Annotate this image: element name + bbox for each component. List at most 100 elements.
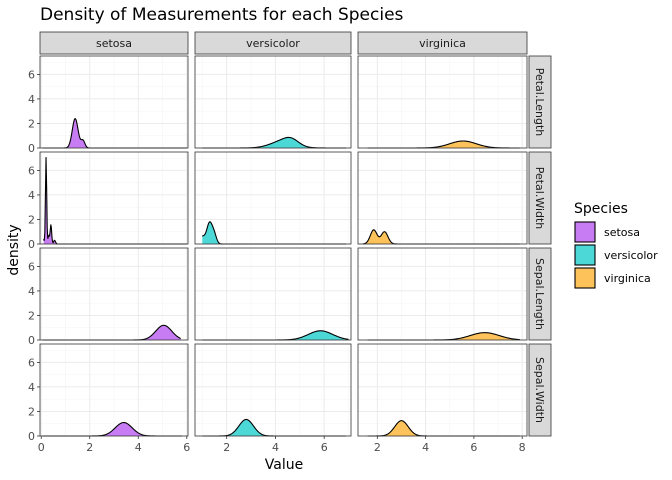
- y-tick-label: 4: [28, 93, 35, 106]
- x-tick-label: 2: [86, 441, 93, 454]
- density-area-virginica: [367, 420, 520, 436]
- y-tick-label: 2: [28, 117, 35, 130]
- panel-grid: [358, 152, 527, 245]
- legend-swatch-virginica: [574, 267, 596, 289]
- column-strip-versicolor: [194, 31, 352, 55]
- x-tick-label: 2: [374, 441, 381, 454]
- x-tick-label: 8: [519, 441, 526, 454]
- legend-label-setosa: setosa: [604, 226, 640, 239]
- column-strip-virginica: [357, 31, 528, 55]
- y-tick-label: 6: [28, 68, 35, 81]
- y-axis-title: density: [6, 224, 22, 275]
- panel-background: [358, 56, 527, 148]
- panel-petal-length-virginica: [357, 55, 528, 149]
- panel-border: [194, 247, 352, 341]
- y-tick-label: 4: [28, 189, 35, 202]
- panel-sepal-width-virginica: [357, 343, 528, 437]
- panel-border: [194, 55, 352, 149]
- x-tick-label: 0: [38, 441, 45, 454]
- x-axis-title: Value: [265, 457, 303, 473]
- row-strip-sepal-length: [528, 247, 552, 341]
- x-tick-label: 4: [135, 441, 142, 454]
- y-tick-label: 0: [28, 142, 35, 155]
- column-strip-label-versicolor: versicolor: [246, 37, 300, 50]
- legend-swatch-versicolor: [574, 244, 596, 266]
- y-tick-label: 0: [28, 430, 35, 443]
- legend-swatch-setosa: [574, 221, 596, 243]
- ticks-layer: 0 2 4 6 0 2 4 6 0 2 4 6 0 2 4 6 0 2 4 6 2 4 6 2 4 6 8: [28, 68, 526, 454]
- density-area-versicolor: [202, 419, 347, 436]
- panel-petal-width-versicolor: [194, 151, 352, 245]
- panel-grid: [358, 344, 527, 437]
- panel-petal-width-setosa: [39, 151, 189, 245]
- density-area-setosa: [42, 422, 182, 436]
- panel-background: [358, 152, 527, 244]
- panel-background: [195, 56, 351, 148]
- panel-petal-width-virginica: [357, 151, 528, 245]
- panel-border: [357, 247, 528, 341]
- column-strip-setosa: [39, 31, 189, 55]
- y-tick-label: 6: [28, 356, 35, 369]
- panel-border: [357, 151, 528, 245]
- panel-background: [195, 152, 351, 244]
- x-tick-label: 6: [183, 441, 190, 454]
- y-tick-label: 0: [28, 238, 35, 251]
- row-strip-label-sepal-length: Sepal.Length: [533, 258, 546, 330]
- density-area-setosa: [42, 118, 187, 148]
- panel-background: [195, 344, 351, 436]
- column-strip-label-setosa: setosa: [96, 37, 132, 50]
- panels-layer: [39, 55, 528, 437]
- row-strip-label-petal-length: Petal.Length: [533, 68, 546, 137]
- panel-petal-length-versicolor: [194, 55, 352, 149]
- panel-border: [39, 55, 189, 149]
- x-tick-label: 2: [223, 441, 230, 454]
- row-strip-label-petal-width: Petal.Width: [533, 167, 546, 230]
- chart-title: Density of Measurements for each Species: [40, 5, 404, 25]
- row-strip-petal-length: [528, 55, 552, 149]
- panel-border: [194, 343, 352, 437]
- panel-sepal-width-versicolor: [194, 343, 352, 437]
- density-area-virginica: [362, 229, 520, 244]
- panel-sepal-length-virginica: [357, 247, 528, 341]
- legend-title: Species: [574, 201, 628, 217]
- panel-grid: [195, 152, 351, 245]
- y-tick-label: 4: [28, 381, 35, 394]
- y-tick-label: 6: [28, 164, 35, 177]
- x-tick-label: 4: [422, 441, 429, 454]
- y-tick-label: 2: [28, 213, 35, 226]
- strips-layer: setosa versicolor virginica Petal.Length Pet…: [39, 31, 552, 437]
- panel-border: [39, 343, 189, 437]
- row-strip-sepal-width: [528, 343, 552, 437]
- y-tick-label: 2: [28, 309, 35, 322]
- y-tick-label: 2: [28, 405, 35, 418]
- panel-grid: [40, 152, 188, 245]
- column-strip-label-virginica: virginica: [419, 37, 466, 50]
- row-strip-label-sepal-width: Sepal.Width: [533, 357, 546, 423]
- y-tick-label: 0: [28, 334, 35, 347]
- panel-border: [39, 151, 189, 245]
- density-area-versicolor: [202, 221, 347, 244]
- y-tick-label: 6: [28, 260, 35, 273]
- row-strip-petal-width: [528, 151, 552, 245]
- density-area-virginica: [367, 332, 520, 340]
- panel-sepal-length-versicolor: [194, 247, 352, 341]
- legend-label-versicolor: versicolor: [604, 249, 658, 262]
- panel-background: [195, 248, 351, 340]
- x-tick-label: 6: [470, 441, 477, 454]
- panel-sepal-width-setosa: [39, 343, 189, 437]
- x-tick-label: 6: [321, 441, 328, 454]
- x-tick-label: 4: [272, 441, 279, 454]
- panel-border: [357, 55, 528, 149]
- panel-border: [39, 247, 189, 341]
- legend: Species setosa versicolor virginica: [574, 201, 658, 289]
- density-area-virginica: [367, 141, 520, 148]
- legend-label-virginica: virginica: [604, 272, 651, 285]
- panel-background: [358, 344, 527, 436]
- panel-border: [357, 343, 528, 437]
- panel-sepal-length-setosa: [39, 247, 189, 341]
- panel-petal-length-setosa: [39, 55, 189, 149]
- y-tick-label: 4: [28, 285, 35, 298]
- panel-background: [358, 248, 527, 340]
- panel-border: [194, 151, 352, 245]
